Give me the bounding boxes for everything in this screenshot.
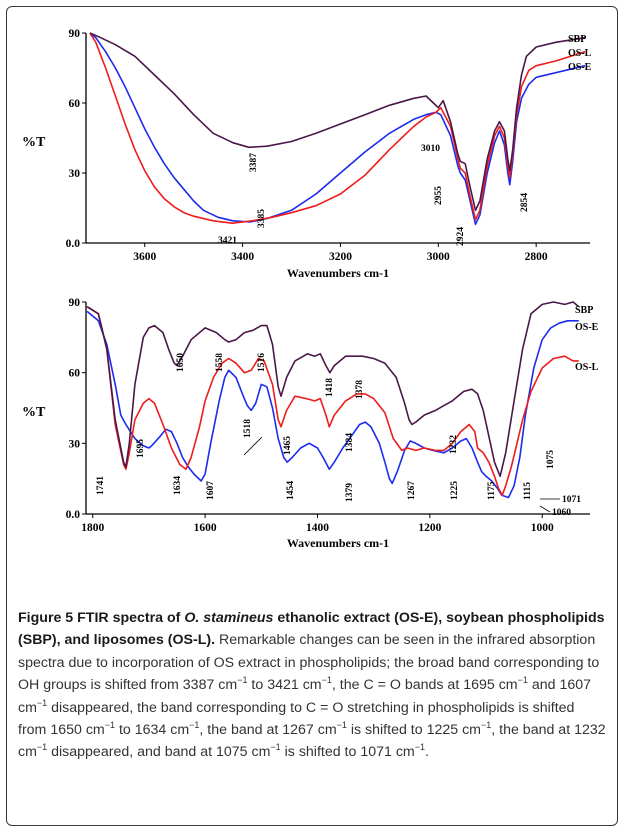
chart-1-series-sbp xyxy=(89,32,586,212)
caption-superscript: −1 xyxy=(270,742,281,753)
chart-2-annotation: 1454 xyxy=(286,481,296,500)
caption-superscript: −1 xyxy=(480,720,492,731)
chart-2-annotation: 1650 xyxy=(176,353,186,372)
chart-1-x-tick-label: 2800 xyxy=(525,251,548,263)
chart-2-series-os-l xyxy=(86,306,579,496)
chart-2-y-tick-label: 90 xyxy=(69,297,81,309)
caption-text: , the band at 1232 cm xyxy=(18,722,606,761)
chart-1-annotation: 3010 xyxy=(421,144,440,154)
chart-2-annotation: 1232 xyxy=(449,435,459,454)
chart-2-x-tick-label: 1400 xyxy=(306,522,329,534)
caption-text: Remarkable changes can be seen in the in… xyxy=(18,632,600,694)
chart-1-legend-ose: OS-E xyxy=(568,62,592,73)
chart-2-x-tick-label: 1800 xyxy=(81,522,104,534)
chart-1-x-tick-label: 3400 xyxy=(231,251,254,263)
chart-2-ylabel: %T xyxy=(22,405,46,420)
chart-1: 0.0 30 60 90 3600 3400 3200 3000 2800 %T Wavenu… xyxy=(22,28,592,280)
chart-2-annotation: 1071 xyxy=(562,495,581,505)
chart-2-annotation: 1465 xyxy=(283,436,293,455)
chart-1-xlabel: Wavenumbers cm-1 xyxy=(287,266,389,280)
caption-text: to 3421 cm xyxy=(247,677,322,694)
chart-2-annotation: 1384 xyxy=(345,433,355,452)
chart-2: 0.0 30 60 90 1800 1600 1400 1200 1000 %T Wavenu… xyxy=(22,297,599,550)
chart-2-annotation: 1634 xyxy=(173,476,183,495)
chart-2-annotation: 1518 xyxy=(243,419,253,438)
chart-1-legend-sbp: SBP xyxy=(568,34,586,45)
chart-2-annotation: 1379 xyxy=(345,483,355,502)
chart-2-annotation: 1060 xyxy=(552,508,571,518)
caption-title: Figure 5 FTIR spectra of O. stamineus et… xyxy=(18,610,605,649)
caption-superscript: −1 xyxy=(237,675,248,686)
chart-2-y-tick-label: 30 xyxy=(69,438,81,450)
chart-2-legend-ose: OS-E xyxy=(575,322,599,333)
chart-2-annotation: 1075 xyxy=(546,450,556,469)
figure-caption: Figure 5 FTIR spectra of O. stamineus et… xyxy=(18,607,606,764)
chart-1-ylabel: %T xyxy=(22,135,46,150)
chart-2-x-tick-label: 1000 xyxy=(531,522,554,534)
chart-1-x-tick-label: 3200 xyxy=(329,251,352,263)
chart-1-annotation: 2854 xyxy=(520,193,530,212)
chart-2-annotation: 1418 xyxy=(325,378,335,397)
chart-2-x-tick-label: 1600 xyxy=(194,522,217,534)
chart-1-annotation: 3387 xyxy=(249,153,259,172)
chart-2-annotation: 1115 xyxy=(523,482,533,500)
ftir-charts: 0.0 30 60 90 3600 3400 3200 3000 2800 %T Wavenu… xyxy=(22,28,599,550)
chart-1-y-tick-label: 90 xyxy=(69,28,81,40)
caption-superscript: −1 xyxy=(36,742,48,753)
chart-2-annotation: 1225 xyxy=(450,481,460,500)
chart-2-legend-sbp: SBP xyxy=(575,305,593,316)
caption-text: , the band at 1267 cm xyxy=(199,722,337,739)
chart-1-annotation: 3385 xyxy=(257,209,267,228)
chart-2-annotation: 1607 xyxy=(206,481,216,500)
chart-1-y-tick-label: 60 xyxy=(69,98,81,110)
caption-text: disappeared, and band at 1075 cm xyxy=(47,744,271,761)
chart-2-annotation: 1558 xyxy=(215,353,225,372)
caption-superscript: −1 xyxy=(414,742,426,753)
caption-superscript: −1 xyxy=(336,720,347,731)
caption-text: . xyxy=(425,744,429,761)
chart-2-series-os-e xyxy=(86,310,579,499)
chart-2-annotation: 1378 xyxy=(355,380,365,399)
chart-1-series-os-l xyxy=(89,32,586,224)
chart-2-annotation: 1267 xyxy=(407,481,417,500)
chart-2-xlabel: Wavenumbers cm-1 xyxy=(287,536,389,550)
caption-superscript: −1 xyxy=(104,720,115,731)
chart-1-annotation: 3421 xyxy=(218,236,237,246)
caption-text: , the C = O bands at 1695 cm xyxy=(331,677,518,694)
figure-frame xyxy=(6,6,618,826)
chart-2-leader-line xyxy=(243,436,263,456)
chart-2-leader-line xyxy=(539,505,551,513)
caption-superscript: −1 xyxy=(189,720,200,731)
chart-2-annotation: 1695 xyxy=(136,439,146,458)
chart-1-x-tick-label: 3600 xyxy=(133,251,156,263)
chart-2-series-sbp xyxy=(86,301,580,478)
caption-text: and 1607 cm xyxy=(18,677,592,716)
caption-text: is shifted to 1225 cm xyxy=(346,722,481,739)
chart-1-y-tick-label: 30 xyxy=(69,168,81,180)
chart-1-annotation: 2955 xyxy=(434,186,444,205)
chart-1-x-tick-label: 3000 xyxy=(427,251,450,263)
chart-2-x-tick-label: 1200 xyxy=(418,522,441,534)
chart-2-annotation: 1175 xyxy=(487,481,497,500)
chart-1-annotation: 2924 xyxy=(456,227,466,246)
chart-2-legend-osl: OS-L xyxy=(575,362,599,373)
caption-superscript: −1 xyxy=(517,675,528,686)
caption-body: Remarkable changes can be seen in the in… xyxy=(18,632,606,760)
chart-2-y-tick-label: 60 xyxy=(69,368,81,380)
chart-2-y-tick-label: 0.0 xyxy=(66,509,81,521)
chart-2-annotation: 1741 xyxy=(96,476,106,495)
chart-1-y-tick-label: 0.0 xyxy=(66,238,81,250)
chart-2-annotation: 1516 xyxy=(257,353,267,372)
caption-text: disappeared, the band corresponding to C… xyxy=(18,699,575,739)
caption-text: is shifted to 1071 cm xyxy=(280,744,415,761)
caption-superscript: −1 xyxy=(36,697,48,708)
caption-superscript: −1 xyxy=(321,675,332,686)
caption-text: to 1634 cm xyxy=(115,722,190,739)
chart-1-legend-osl: OS-L xyxy=(568,48,592,59)
chart-1-series-os-e xyxy=(89,32,586,226)
